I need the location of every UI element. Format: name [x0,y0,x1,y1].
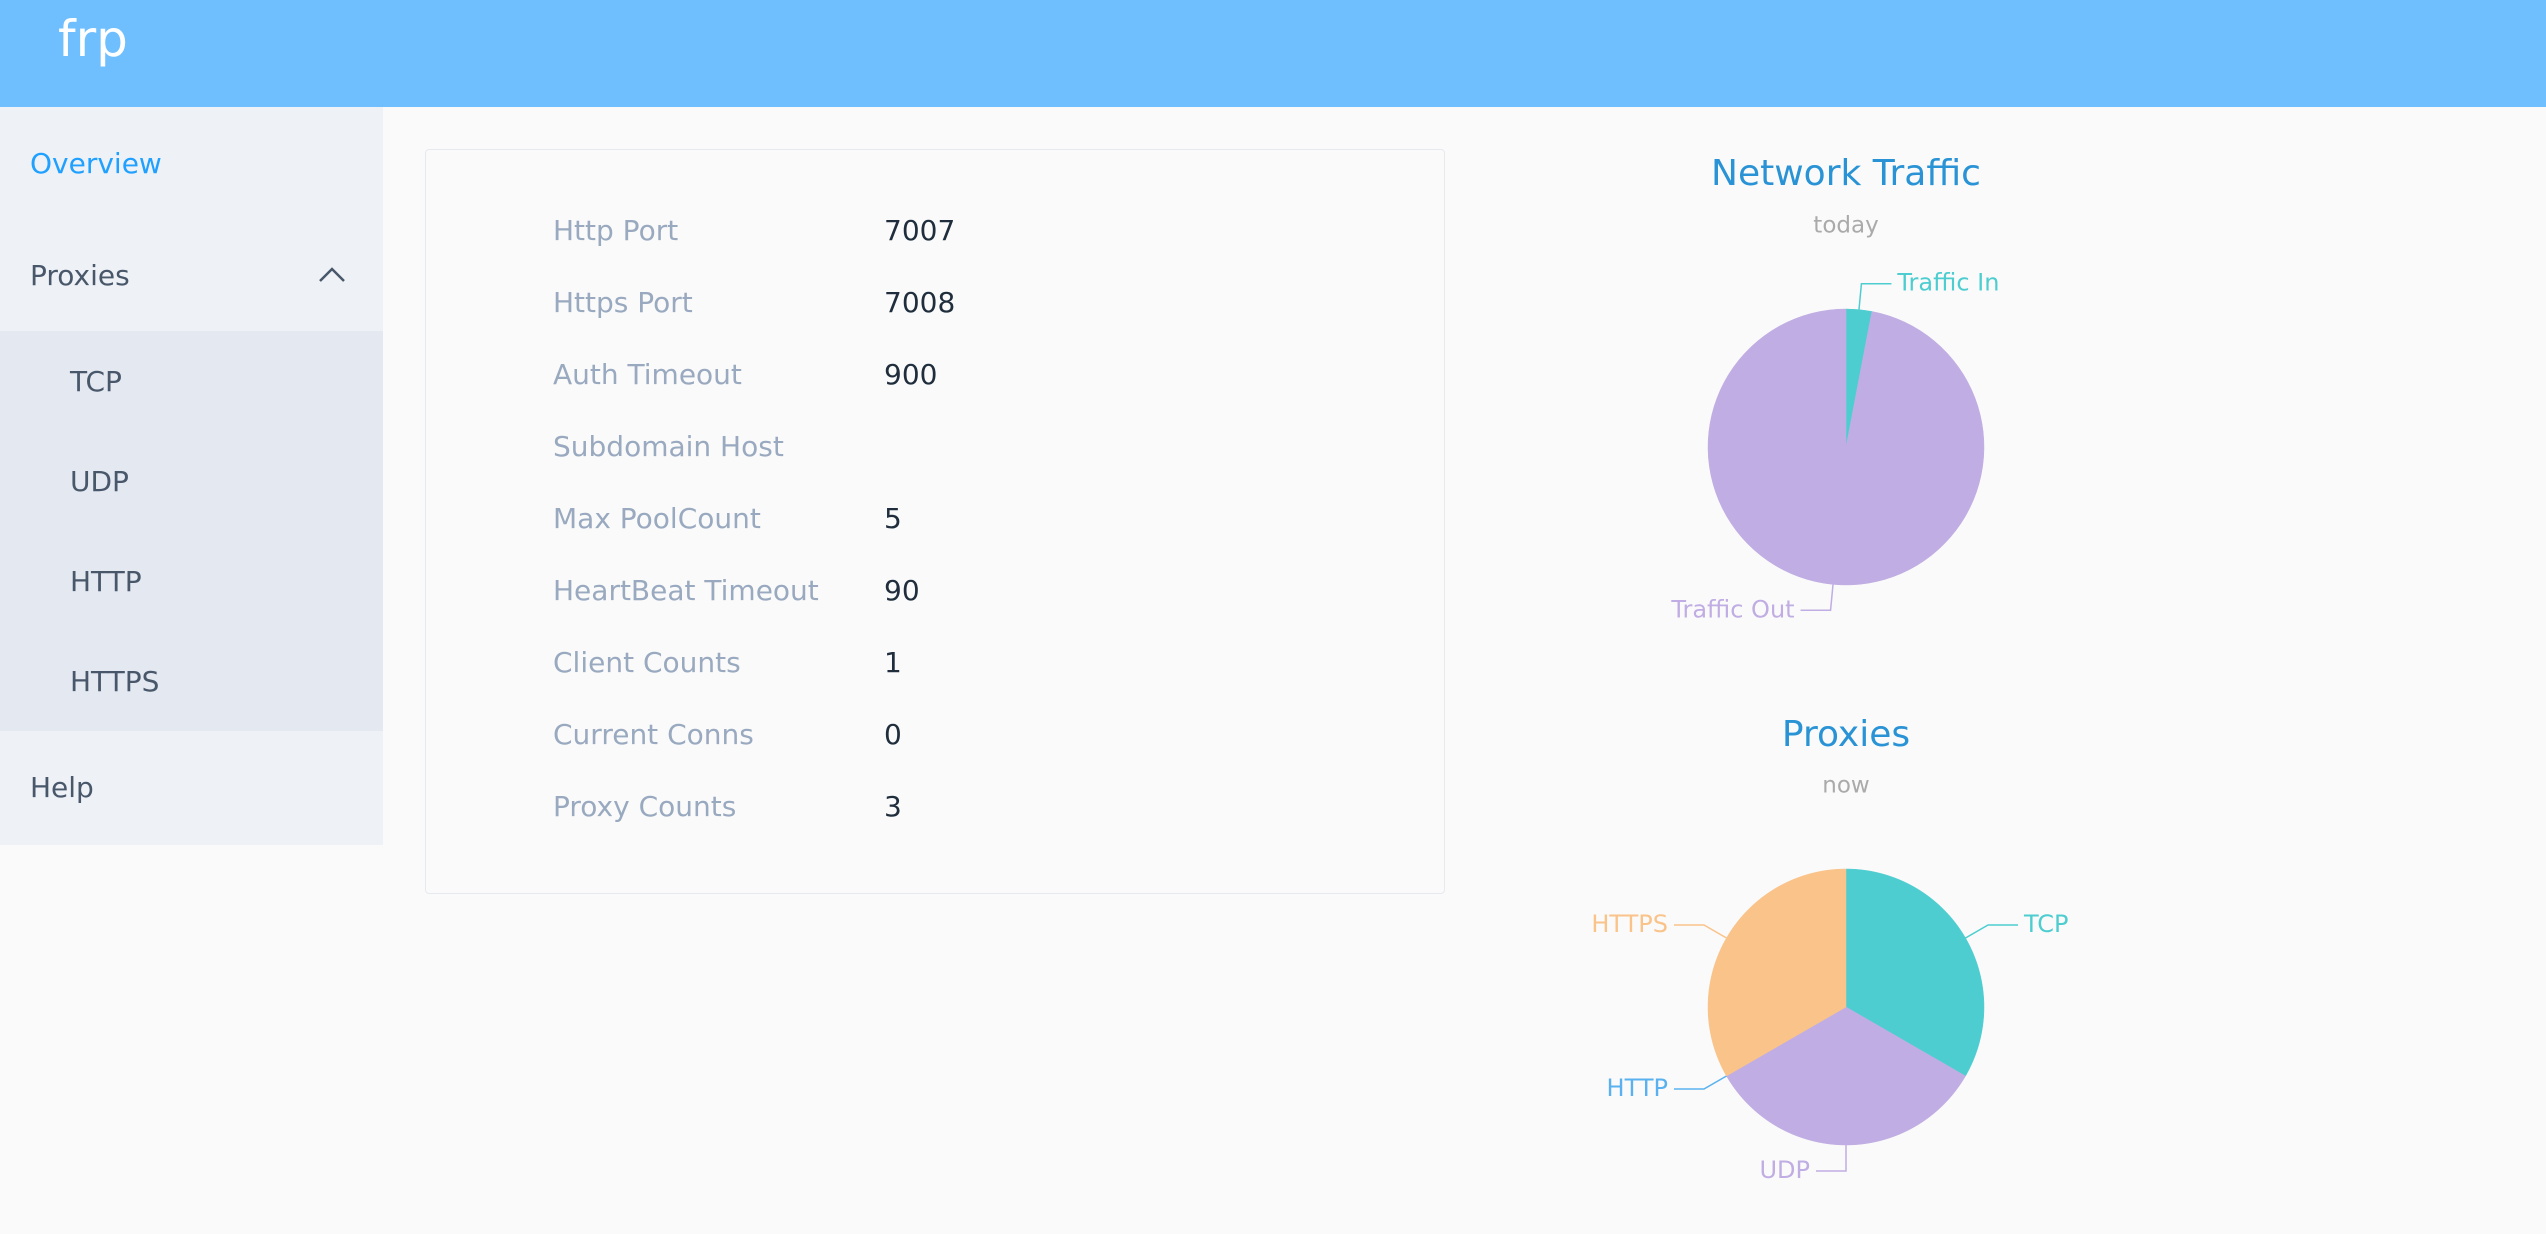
nav-item[interactable]: Proxies [0,219,383,331]
chart-title: Proxies [1782,714,1910,755]
info-label: Https Port [553,286,693,319]
pie-slice [1845,868,1985,1077]
info-label: Max PoolCount [553,502,761,535]
chart-subtitle: now [1822,773,1869,799]
nav-subitem[interactable]: UDP [0,431,383,531]
label-line [1800,584,1834,612]
nav-subitem[interactable]: HTTP [0,531,383,631]
sidebar: Overview Proxies TCP UDP HTTP HTTPS Help [0,107,383,845]
label-line [1965,924,2019,939]
header: frp [0,0,2546,107]
nav-item[interactable]: Help [30,770,94,804]
slice-label: Traffic Out [1670,595,1794,623]
info-value: 7007 [884,214,956,247]
label-line [1673,1075,1727,1090]
info-value: 7008 [884,286,956,319]
chart-title: Network Traffic [1711,153,1981,194]
info-label: Auth Timeout [553,358,742,391]
info-value: 1 [884,646,902,679]
nav-subitem[interactable]: HTTPS [0,631,383,731]
chart-subtitle: today [1813,213,1878,239]
label-line [1673,924,1727,939]
info-label: Proxy Counts [553,790,737,823]
nav-item[interactable]: Overview [30,146,162,180]
info-value: 3 [884,790,902,823]
info-label: Client Counts [553,646,741,679]
slice-label: Traffic In [1896,269,1999,297]
label-line [1816,1145,1847,1172]
nav-subitem[interactable]: TCP [0,331,383,431]
slice-label: HTTP [1607,1074,1668,1102]
label-line [1858,282,1892,310]
info-label: Subdomain Host [553,430,784,463]
pie-slice [1707,868,1847,1077]
collapse-icon[interactable] [317,265,347,285]
logo[interactable]: frp [58,10,128,68]
info-value: 90 [884,574,920,607]
info-label: Current Conns [553,718,754,751]
info-value: 0 [884,718,902,751]
chevron [319,267,345,282]
slice-label: HTTPS [1591,910,1668,938]
slice-label: UDP [1759,1156,1810,1184]
pie-slice [1707,308,1985,586]
info-label: HeartBeat Timeout [553,574,819,607]
slice-label: TCP [2023,910,2068,938]
info-card: Http Port 7007 Https Port 7008 Auth Timeout 9… [425,149,1445,894]
info-label: Http Port [553,214,679,247]
info-value: 5 [884,502,902,535]
info-value: 900 [884,358,938,391]
pie-slice [1726,1006,1966,1146]
